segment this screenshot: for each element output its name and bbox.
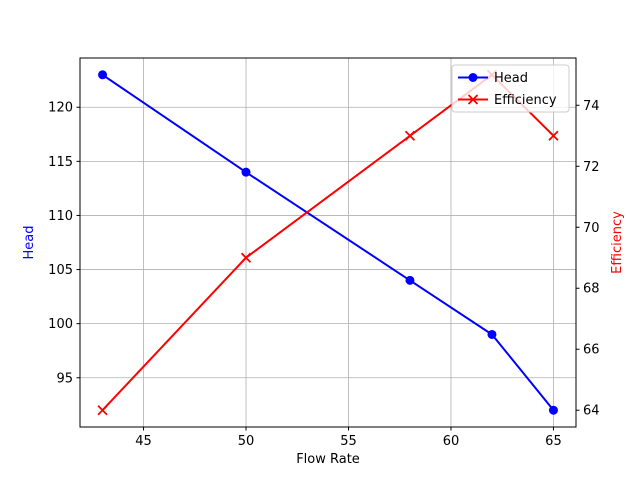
legend: Head Efficiency — [451, 64, 570, 113]
plot-spines — [79, 57, 577, 428]
head-marker — [241, 167, 251, 177]
legend-circle-marker-icon — [468, 73, 478, 82]
left-tick-label: 95 — [56, 371, 73, 386]
left-tick-label: 100 — [48, 317, 73, 332]
legend-label: Efficiency — [494, 93, 557, 108]
head-marker — [548, 405, 558, 415]
left-tick-label: 110 — [48, 209, 73, 224]
right-tick-label: 72 — [583, 160, 600, 175]
x-tick-label: 50 — [238, 434, 255, 449]
x-tick-label: 45 — [135, 434, 152, 449]
right-tick-label: 68 — [583, 282, 600, 297]
left-axis-ticks: 95 100 105 110 115 120 — [48, 101, 80, 386]
efficiency-marker — [240, 252, 252, 263]
left-axis-label: Head — [22, 226, 37, 260]
x-tick-label: 60 — [443, 434, 460, 449]
efficiency-marker — [97, 405, 108, 416]
legend-label: Head — [494, 71, 528, 86]
head-marker — [487, 329, 497, 339]
x-tick-label: 55 — [340, 434, 357, 449]
efficiency-marker — [404, 130, 416, 141]
head-marker — [405, 275, 415, 285]
x-axis-label: Flow Rate — [296, 452, 360, 467]
left-tick-label: 115 — [48, 155, 73, 170]
legend-entry: Head — [458, 71, 528, 86]
right-tick-label: 70 — [583, 221, 600, 236]
legend-entry: Efficiency — [458, 93, 557, 108]
right-tick-label: 74 — [583, 99, 600, 114]
right-axis-ticks: 64 66 68 70 72 74 — [576, 99, 600, 419]
right-tick-label: 64 — [583, 404, 600, 419]
x-tick-label: 65 — [545, 434, 562, 449]
left-tick-label: 105 — [48, 263, 73, 278]
efficiency-marker — [548, 130, 559, 141]
right-tick-label: 66 — [583, 343, 600, 358]
right-axis-label: Efficiency — [610, 211, 625, 274]
head-series — [98, 70, 558, 415]
left-tick-label: 120 — [48, 101, 73, 116]
x-axis-ticks: 45 50 55 60 65 — [135, 427, 562, 449]
head-marker — [98, 70, 108, 80]
legend-x-marker-icon — [467, 94, 479, 105]
